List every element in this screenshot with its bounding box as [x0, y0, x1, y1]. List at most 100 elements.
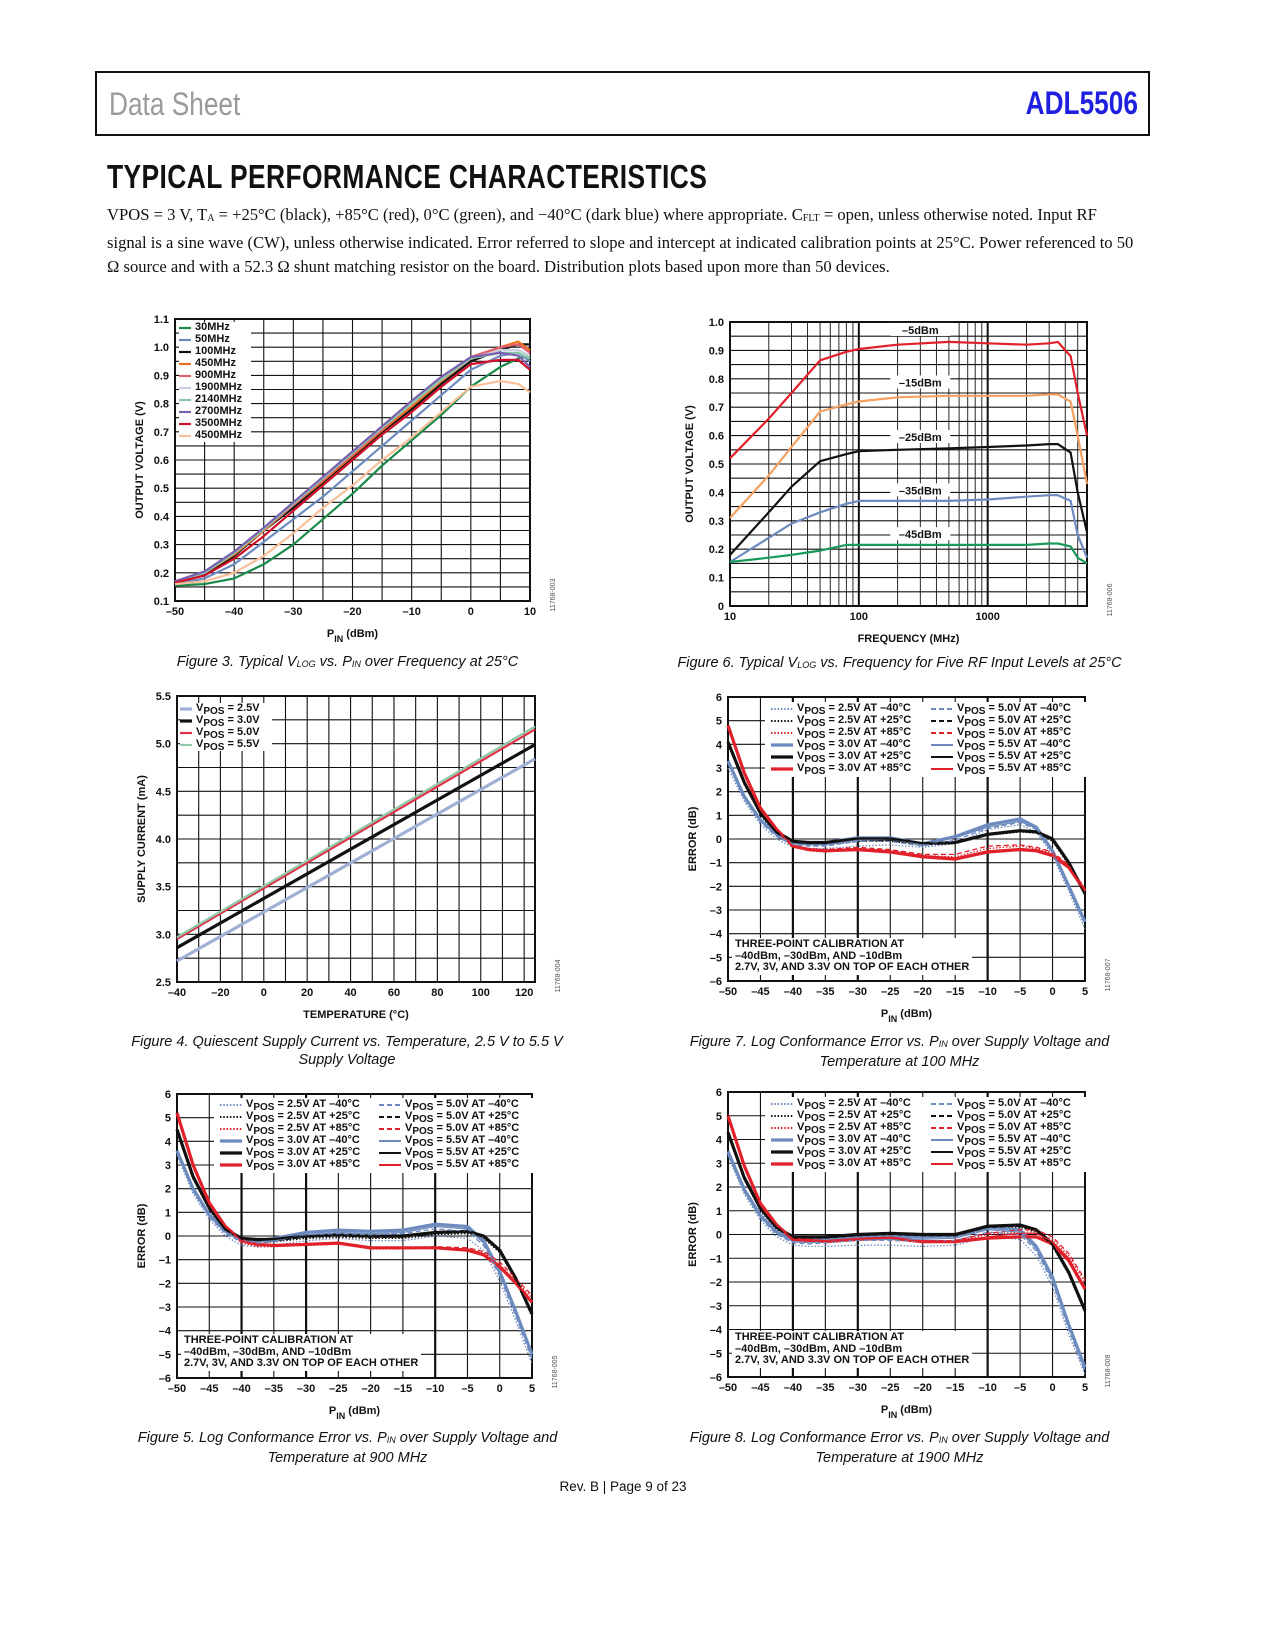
figure-caption: Figure 4. Quiescent Supply Current vs. T…	[108, 1033, 586, 1069]
x-tick-label: –30	[297, 1383, 315, 1395]
text-part: vs. P	[315, 654, 352, 670]
legend-label: 50MHz	[195, 333, 230, 346]
y-tick-label: 0	[718, 601, 724, 613]
text-part: over Supply Voltage and Temperature at 9…	[267, 1430, 558, 1466]
legend-item: VPOS = 5.5V AT +25°C	[379, 1146, 538, 1161]
y-tick-label: 0.1	[709, 573, 724, 585]
figure-code: 11768-007	[1105, 958, 1112, 991]
legend-item: VPOS = 5.5V AT –40°C	[379, 1134, 538, 1149]
series-label: –45dBm	[899, 529, 942, 541]
text-part: V	[246, 1158, 254, 1171]
y-tick-label: 1	[716, 810, 722, 822]
text-part: = 2.5V AT –40°C	[274, 1098, 360, 1111]
text-part: 3500MHz	[195, 417, 243, 430]
text-part: = 3.0V AT +85°C	[825, 1157, 912, 1170]
subscript: POS	[964, 1113, 986, 1125]
x-tick-label: 0	[1049, 1382, 1055, 1394]
text-part: V	[246, 1110, 254, 1123]
legend-label: VPOS = 2.5V AT +85°C	[797, 1121, 911, 1137]
legend-label: VPOS = 2.5V AT –40°C	[797, 1097, 911, 1113]
y-tick-label: –4	[710, 929, 723, 941]
text-part: Figure 5. Log Conformance Error vs. P	[137, 1430, 387, 1446]
legend-item: VPOS = 2.5V AT +85°C	[771, 726, 931, 741]
subscript: A	[207, 213, 215, 224]
y-axis-label: OUTPUT VOLTAGE (V)	[134, 401, 146, 519]
text-part: = 5.0V AT +85°C	[985, 1121, 1072, 1134]
chart-legend: VPOS = 2.5V VPOS = 3.0V VPOS = 5.0V VPOS = …	[180, 702, 272, 753]
legend-label: VPOS = 3.0V AT –40°C	[246, 1134, 360, 1150]
legend-swatch-icon	[771, 1127, 793, 1129]
series-line-3	[176, 725, 536, 939]
text-part: over Supply Voltage and Temperature at 1…	[815, 1430, 1110, 1466]
text-part: 4500MHz	[195, 429, 243, 442]
legend-swatch-icon	[771, 1103, 793, 1105]
y-tick-label: 2	[716, 787, 722, 799]
legend-swatch-icon	[379, 1152, 401, 1154]
figure-code: 11768-004	[555, 959, 562, 992]
series-line-0	[176, 1155, 533, 1365]
subscript: POS	[253, 1126, 275, 1138]
y-tick-label: 5.5	[156, 691, 171, 703]
y-tick-label: 0.1	[154, 596, 169, 608]
x-tick-label: 5	[1082, 1382, 1088, 1394]
legend-item: 900MHz	[179, 369, 251, 382]
legend-swatch-icon	[220, 1116, 242, 1118]
figure-caption: Figure 8. Log Conformance Error vs. PIN …	[672, 1429, 1127, 1467]
x-tick-label: –10	[978, 1382, 996, 1394]
y-tick-label: 0.3	[154, 540, 169, 552]
text-part: V	[957, 1109, 965, 1122]
x-tick-label: –5	[1014, 986, 1026, 998]
text-part: V	[957, 702, 965, 715]
legend-swatch-icon	[220, 1128, 242, 1130]
legend-swatch-icon	[931, 756, 953, 758]
text-part: = 5.0V AT +85°C	[433, 1122, 520, 1135]
legend-item: 2140MHz	[179, 393, 251, 406]
y-tick-label: –1	[159, 1255, 171, 1267]
x-tick-label: 0	[261, 987, 267, 999]
legend-item: VPOS = 5.0V AT +85°C	[931, 1121, 1091, 1136]
series-line-6	[727, 763, 1086, 925]
legend-swatch-icon	[179, 434, 191, 438]
note-line: 2.7V, 3V, AND 3.3V ON TOP OF EACH OTHER	[735, 1354, 970, 1366]
legend-label: VPOS = 5.0V AT –40°C	[405, 1098, 519, 1112]
subscript: POS	[804, 1137, 826, 1149]
text-part: = open, unless otherwise noted. Input RF…	[107, 205, 1134, 276]
text-part: = 3.0V AT +25°C	[825, 750, 912, 763]
text-part: over Supply Voltage and Temperature at 1…	[819, 1034, 1110, 1070]
text-part: Figure 6. Typical V	[677, 655, 798, 671]
y-tick-label: –1	[710, 858, 722, 870]
legend-label: VPOS = 5.5V	[196, 738, 260, 752]
note-line: –40dBm, –30dBm, AND –10dBm	[735, 1342, 903, 1355]
legend-swatch-icon	[179, 422, 191, 426]
text-part: = 5.5V AT +85°C	[985, 1157, 1072, 1170]
subscript: POS	[203, 718, 225, 730]
y-tick-label: –3	[159, 1302, 171, 1314]
legend-item: VPOS = 5.0V AT +85°C	[931, 726, 1091, 742]
header-doc-type: Data Sheet	[109, 86, 241, 122]
plot-frame	[174, 318, 531, 602]
text-part: V	[797, 1109, 805, 1122]
subscript: FLT	[802, 213, 820, 224]
subscript: POS	[964, 730, 986, 742]
text-part: 30MHz	[195, 321, 230, 334]
legend-swatch-icon	[179, 350, 191, 354]
plot-frame	[727, 1091, 1086, 1378]
y-tick-label: 6	[716, 692, 722, 704]
subscript: POS	[804, 1125, 826, 1137]
y-tick-label: –6	[159, 1373, 171, 1385]
text-part: V	[405, 1110, 413, 1123]
legend-label: 2700MHz	[195, 405, 242, 418]
header-part-number: ADL5506	[1025, 85, 1138, 121]
text-part: = 2.5V AT +25°C	[274, 1110, 361, 1123]
text-part: = 2.5V AT +25°C	[825, 1109, 912, 1122]
legend-item: VPOS = 5.0V AT +25°C	[931, 1109, 1091, 1125]
y-tick-label: 1.0	[709, 317, 724, 329]
note-line: 2.7V, 3V, AND 3.3V ON TOP OF EACH OTHER	[184, 1357, 419, 1369]
legend-label: VPOS = 2.5V AT +85°C	[246, 1122, 360, 1138]
subscript: POS	[804, 1101, 826, 1113]
text-part: V	[957, 1121, 965, 1134]
text-part: = 3.0V AT –40°C	[825, 738, 911, 751]
subscript: POS	[253, 1138, 275, 1150]
text-part: V	[797, 1145, 805, 1158]
legend-swatch-icon	[771, 720, 793, 722]
